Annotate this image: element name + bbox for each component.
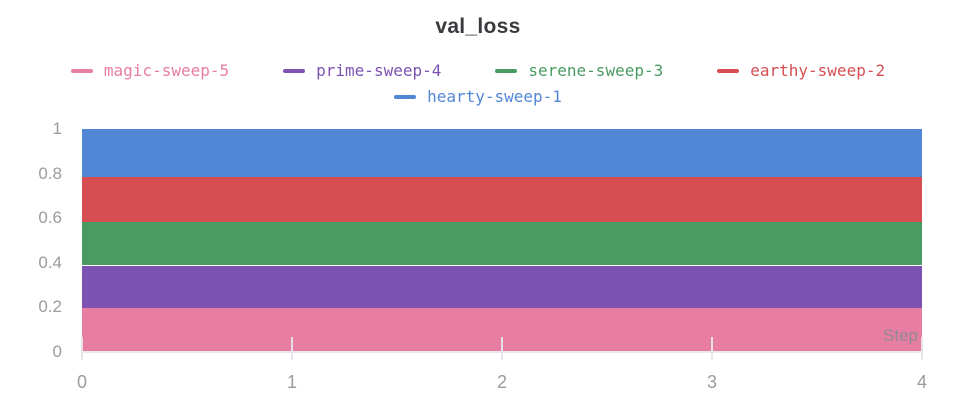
legend-item-earthy-sweep-2[interactable]: earthy-sweep-2 [717, 59, 885, 82]
series-color-line-icon [283, 68, 306, 73]
y-axis: 0 0.2 0.4 0.6 0.8 1 [0, 119, 62, 361]
legend-item-magic-sweep-5[interactable]: magic-sweep-5 [70, 59, 230, 82]
y-tick-label: 0.8 [38, 163, 62, 183]
legend-label: prime-sweep-4 [316, 61, 442, 80]
x-tick-mark [921, 337, 923, 360]
legend-label: earthy-sweep-2 [750, 61, 886, 80]
x-tick-mark [501, 337, 503, 360]
x-tick-label: 4 [916, 372, 928, 392]
x-tick-label: 3 [706, 372, 718, 392]
y-tick-label: 0.6 [38, 208, 62, 228]
legend-row-1: magic-sweep-5 prime-sweep-4 serene-sweep… [0, 59, 956, 82]
plot-area[interactable] [82, 129, 922, 352]
legend-item-serene-sweep-3[interactable]: serene-sweep-3 [495, 59, 663, 82]
y-tick-label: 0.4 [38, 252, 62, 272]
series-area-serene-sweep-3 [82, 222, 922, 266]
chart-title: val_loss [435, 15, 521, 38]
series-color-line-icon [495, 68, 518, 73]
series-color-line-icon [70, 68, 93, 73]
x-axis-step-label: Step [883, 326, 918, 345]
series-area-earthy-sweep-2 [82, 177, 922, 222]
x-tick-mark [291, 337, 293, 360]
x-tick-label: 1 [286, 372, 298, 392]
legend-item-prime-sweep-4[interactable]: prime-sweep-4 [283, 59, 441, 82]
series-color-line-icon [717, 68, 740, 73]
legend-label: serene-sweep-3 [528, 61, 664, 80]
legend-item-hearty-sweep-1[interactable]: hearty-sweep-1 [394, 85, 562, 108]
x-tick-label: 0 [76, 372, 88, 392]
x-tick-label: 2 [496, 372, 508, 392]
series-area-prime-sweep-4 [82, 265, 922, 309]
legend-label: magic-sweep-5 [103, 61, 230, 80]
y-tick-label: 1 [52, 119, 62, 138]
y-tick-label: 0 [52, 342, 62, 361]
series-area-hearty-sweep-1 [82, 129, 922, 178]
legend-row-2: hearty-sweep-1 [0, 85, 956, 108]
y-tick-label: 0.2 [38, 297, 62, 317]
x-tick-mark [81, 337, 83, 360]
legend-label: hearty-sweep-1 [427, 87, 562, 106]
x-tick-mark [711, 337, 713, 360]
legend: magic-sweep-5 prime-sweep-4 serene-sweep… [0, 59, 956, 108]
series-color-line-icon [394, 94, 417, 99]
